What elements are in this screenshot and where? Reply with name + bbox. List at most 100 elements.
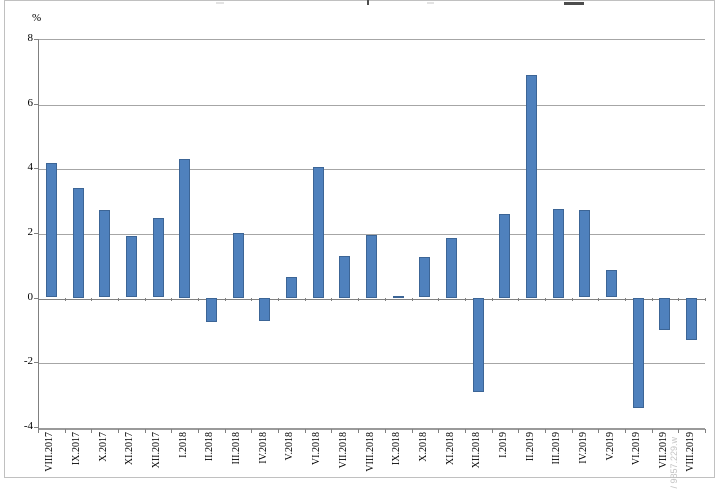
x-axis-tick-label: II.2019 <box>525 432 536 462</box>
y-axis-tick-label: 8 <box>27 32 34 44</box>
x-axis-tick-label: XII.2018 <box>471 432 482 469</box>
category-axis-tick <box>171 298 172 301</box>
bar-IX.2018 <box>393 296 404 298</box>
x-axis-tick-label: IX.2017 <box>71 432 82 466</box>
category-axis-tick <box>465 298 466 301</box>
bar-VII.2018 <box>339 256 350 298</box>
x-axis-tick-label: VIII.2017 <box>44 432 55 472</box>
x-axis-tick-label: I.2018 <box>178 432 189 458</box>
chart-outer-border <box>4 0 715 478</box>
cropped-title-fragment <box>564 2 584 5</box>
category-axis-tick <box>412 298 413 301</box>
category-axis-tick <box>598 298 599 301</box>
bar-IV.2018 <box>259 298 270 321</box>
bar-XII.2018 <box>473 298 484 392</box>
category-axis-tick <box>305 298 306 301</box>
y-gridline <box>38 169 705 171</box>
category-axis-tick <box>145 298 146 301</box>
bottom-axis-tick <box>358 429 359 433</box>
bar-I.2019 <box>499 214 510 298</box>
x-axis-tick-label: IV.2019 <box>578 432 589 464</box>
plot-area <box>38 39 705 430</box>
bottom-axis-tick <box>278 429 279 433</box>
bottom-axis-tick <box>385 429 386 433</box>
x-axis-tick-label: VII.2018 <box>338 432 349 469</box>
y-axis-tick-label: 2 <box>27 226 34 238</box>
x-axis-tick-label: II.2018 <box>204 432 215 462</box>
bar-II.2019 <box>526 75 537 298</box>
y-axis-tick <box>34 39 38 40</box>
cropped-title-fragment <box>367 0 369 5</box>
bottom-axis-tick <box>91 429 92 433</box>
x-axis-tick-label: IX.2018 <box>391 432 402 466</box>
x-axis-tick-label: I.2019 <box>498 432 509 458</box>
bar-V.2019 <box>606 270 617 297</box>
bar-IV.2019 <box>579 210 590 297</box>
bottom-axis-tick <box>678 429 679 433</box>
x-axis-tick-label: XI.2017 <box>124 432 135 466</box>
y-gridline <box>38 363 705 365</box>
category-axis-tick <box>518 298 519 301</box>
bar-X.2018 <box>419 257 430 297</box>
bottom-axis-tick <box>438 429 439 433</box>
cropped-title-fragment <box>427 2 434 4</box>
category-axis-tick <box>625 298 626 301</box>
category-axis-tick <box>118 298 119 301</box>
bottom-axis-tick <box>705 429 706 433</box>
bar-VI.2019 <box>633 298 644 408</box>
category-axis-tick <box>705 298 706 301</box>
bar-III.2018 <box>233 233 244 298</box>
bottom-axis-tick <box>625 429 626 433</box>
category-axis-tick <box>278 298 279 301</box>
x-axis-tick-label: III.2019 <box>551 432 562 465</box>
category-axis-tick <box>38 298 39 301</box>
y-axis-tick <box>34 104 38 105</box>
bottom-axis-tick <box>572 429 573 433</box>
bottom-axis-tick <box>652 429 653 433</box>
bottom-axis-tick <box>251 429 252 433</box>
category-axis-tick <box>652 298 653 301</box>
bar-XI.2018 <box>446 238 457 298</box>
bar-X.2017 <box>99 210 110 297</box>
y-gridline <box>38 104 705 106</box>
bottom-axis-tick <box>171 429 172 433</box>
x-axis-tick-label: V.2018 <box>284 432 295 461</box>
watermark-text: / 9857.229.w <box>669 437 679 489</box>
category-axis-tick <box>225 298 226 301</box>
x-axis-tick-label: VII.2019 <box>658 432 669 469</box>
y-axis-unit-label: % <box>32 12 42 24</box>
cropped-title-fragment <box>216 2 224 4</box>
category-axis-tick <box>385 298 386 301</box>
y-axis-tick-label: 4 <box>27 161 34 173</box>
y-axis-tick <box>34 362 38 363</box>
bottom-axis-tick <box>518 429 519 433</box>
x-axis-tick-label: XII.2017 <box>151 432 162 469</box>
y-axis-tick <box>34 427 38 428</box>
category-axis-tick <box>358 298 359 301</box>
category-axis-tick <box>572 298 573 301</box>
bottom-axis-tick <box>145 429 146 433</box>
bottom-axis-tick <box>465 429 466 433</box>
y-axis-tick-label: -2 <box>23 355 33 367</box>
category-axis-tick <box>91 298 92 301</box>
y-axis-tick <box>34 298 38 299</box>
category-axis-tick <box>545 298 546 301</box>
category-axis-tick <box>438 298 439 301</box>
y-axis-tick <box>34 233 38 234</box>
bar-VIII.2019 <box>686 298 697 340</box>
bottom-axis-tick <box>118 429 119 433</box>
bottom-axis-tick <box>225 429 226 433</box>
x-axis-tick-label: VIII.2019 <box>685 432 696 472</box>
bar-VII.2019 <box>659 298 670 330</box>
y-axis-tick <box>34 168 38 169</box>
bottom-axis-tick <box>412 429 413 433</box>
bar-V.2018 <box>286 277 297 298</box>
bar-IX.2017 <box>73 188 84 298</box>
x-axis-tick-label: VIII.2018 <box>365 432 376 472</box>
category-axis-tick <box>198 298 199 301</box>
x-axis-tick-label: III.2018 <box>231 432 242 465</box>
bottom-axis-tick <box>65 429 66 433</box>
bar-XII.2017 <box>153 218 164 297</box>
y-axis-tick-label: 0 <box>27 291 34 303</box>
